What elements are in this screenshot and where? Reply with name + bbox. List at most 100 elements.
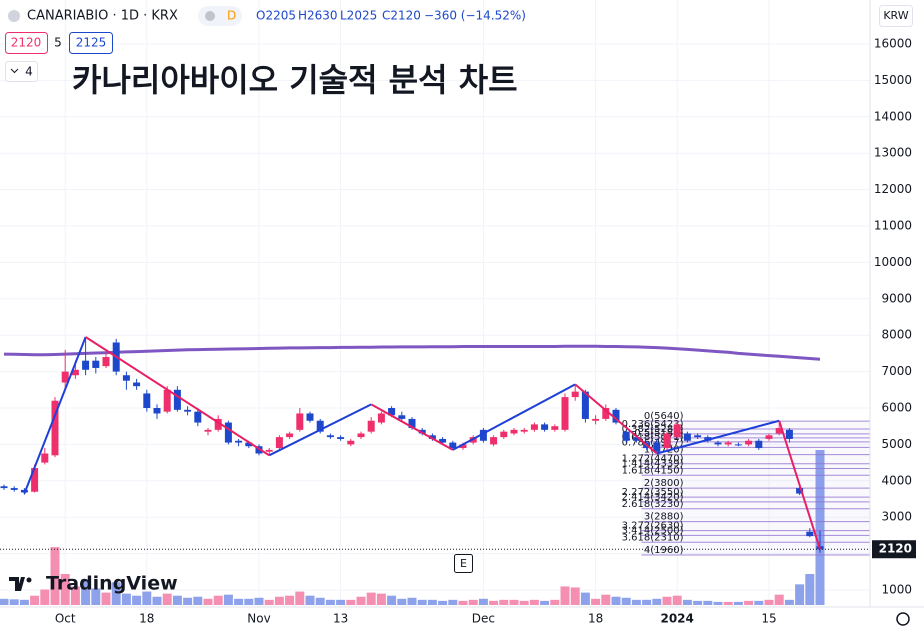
candle-body [41,453,49,463]
candle-body [61,371,69,383]
currency: KRW [883,9,908,22]
candle-body [694,435,702,438]
volume-bar [254,597,264,605]
ohlc-close: C2120 [382,9,421,23]
y-tick-label: 9000 [881,291,912,305]
x-tick-label: Nov [247,612,270,626]
volume-bar [91,588,101,605]
volume-bar [417,599,427,605]
candle-body [408,418,416,429]
volume-bar [366,592,376,605]
candle-body [51,400,59,456]
volume-bar [244,598,254,605]
candle-body [663,433,671,449]
ask-box[interactable] [69,32,113,54]
fib-label: 2.272(3550) [622,487,684,498]
volume-bar [50,547,60,605]
x-tick-label: 18 [139,612,154,626]
volume-bar [662,596,672,605]
candle-body [490,437,498,445]
candle-body [224,422,232,443]
y-tick-label: 4000 [881,473,912,487]
candle-body [306,413,314,421]
candle-body [459,444,467,449]
volume-bar [642,599,652,605]
candle-body [683,433,691,441]
volume-bar [101,592,111,605]
volume-bar [0,598,9,605]
y-tick-label: 14000 [874,109,912,123]
bid-box[interactable] [5,32,48,54]
candle-body [357,433,365,438]
candle-body [10,488,18,490]
candle-body [428,435,436,439]
y-tick-label: 6000 [881,401,912,415]
volume-bar [274,596,284,605]
badge-bg[interactable] [198,6,242,26]
volume-bar [70,586,80,605]
fib-label: 0.382(5289) [622,424,684,435]
event-box[interactable] [454,554,473,573]
symbol[interactable]: CANARIABIO · 1D · KRX [27,9,178,24]
volume-bar [580,592,590,605]
fib-label: 2.414(3420) [622,492,684,503]
chart-title: 카나리아바이오 기술적 분석 차트 [72,61,518,99]
candle-body [673,424,681,438]
y-tick-label: 8000 [881,328,912,342]
candle-body [581,391,589,419]
volume-bar [478,598,488,605]
candle-body [530,424,538,430]
volume-bar [519,600,529,605]
candle-body [143,393,151,409]
brand-logo [9,577,32,591]
candle-body [347,440,355,445]
volume-bar [285,595,295,605]
candle-body [724,442,732,445]
volume-bar [60,574,70,605]
currency-box[interactable] [879,5,913,27]
symbol-icon [8,10,20,22]
y-tick-label: 13000 [874,146,912,160]
candle-body [82,360,90,370]
volume-bar [9,599,19,605]
time-axis-bg [0,607,870,635]
candle-body [204,429,212,432]
zigzag-segment [574,383,658,455]
candle-body [571,391,579,398]
y-tick-label: 5000 [881,437,912,451]
candle-body [122,375,130,381]
ask: 2125 [76,36,107,50]
volume-bar [744,600,754,605]
settings-icon[interactable] [896,612,910,626]
candle-body [71,369,79,376]
fib-label: 1.618(4150) [622,465,684,476]
zigzag-segment [23,336,87,494]
candle-body [439,438,447,443]
volume-bar [142,591,152,605]
volume-bar [489,600,499,605]
last-price-box [872,540,916,559]
candle-body [449,442,457,449]
candle-body [622,431,630,441]
volume-bar [795,584,805,605]
fib-label: 3.272(2630) [622,521,684,532]
volume-bar [30,595,40,605]
candle-body [31,468,39,492]
y-tick-label: 7000 [881,364,912,378]
fib-label: 4(1960) [644,545,684,556]
candle-body [775,428,783,434]
indicators-toggle[interactable] [5,61,38,82]
zigzag-segment [778,420,821,550]
badge-icon [205,11,215,21]
zigzag-segment [656,419,780,455]
candle-body [612,409,620,423]
volume-bar [591,598,601,605]
volume-bar [111,582,121,605]
volume-bar [19,599,29,605]
volume-bar [346,599,356,605]
y-tick-label: 16000 [874,37,912,51]
candle-body [173,389,181,410]
zigzag-segment [85,336,270,457]
